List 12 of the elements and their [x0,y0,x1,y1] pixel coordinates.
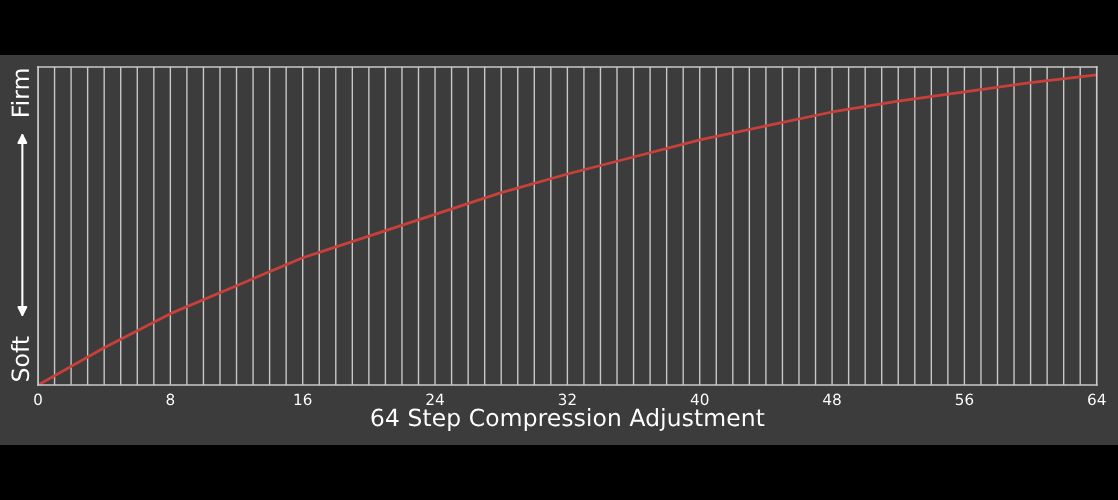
x-tick-label: 8 [166,393,175,406]
x-tick-label: 16 [294,393,312,406]
text: Firm [10,69,29,116]
x-tick-label: 24 [426,393,444,405]
x-tick-label: 64 [1088,393,1106,406]
text: Soft [10,336,30,381]
x-tick-label: 0 [34,393,42,406]
x-tick-label: 56 [955,393,974,406]
x-axis-title: 64 Step Compression Adjustment [371,408,765,431]
x-tick-label: 40 [690,393,709,406]
x-tick-label: 48 [823,393,841,406]
x-tick-label: 32 [558,393,576,406]
